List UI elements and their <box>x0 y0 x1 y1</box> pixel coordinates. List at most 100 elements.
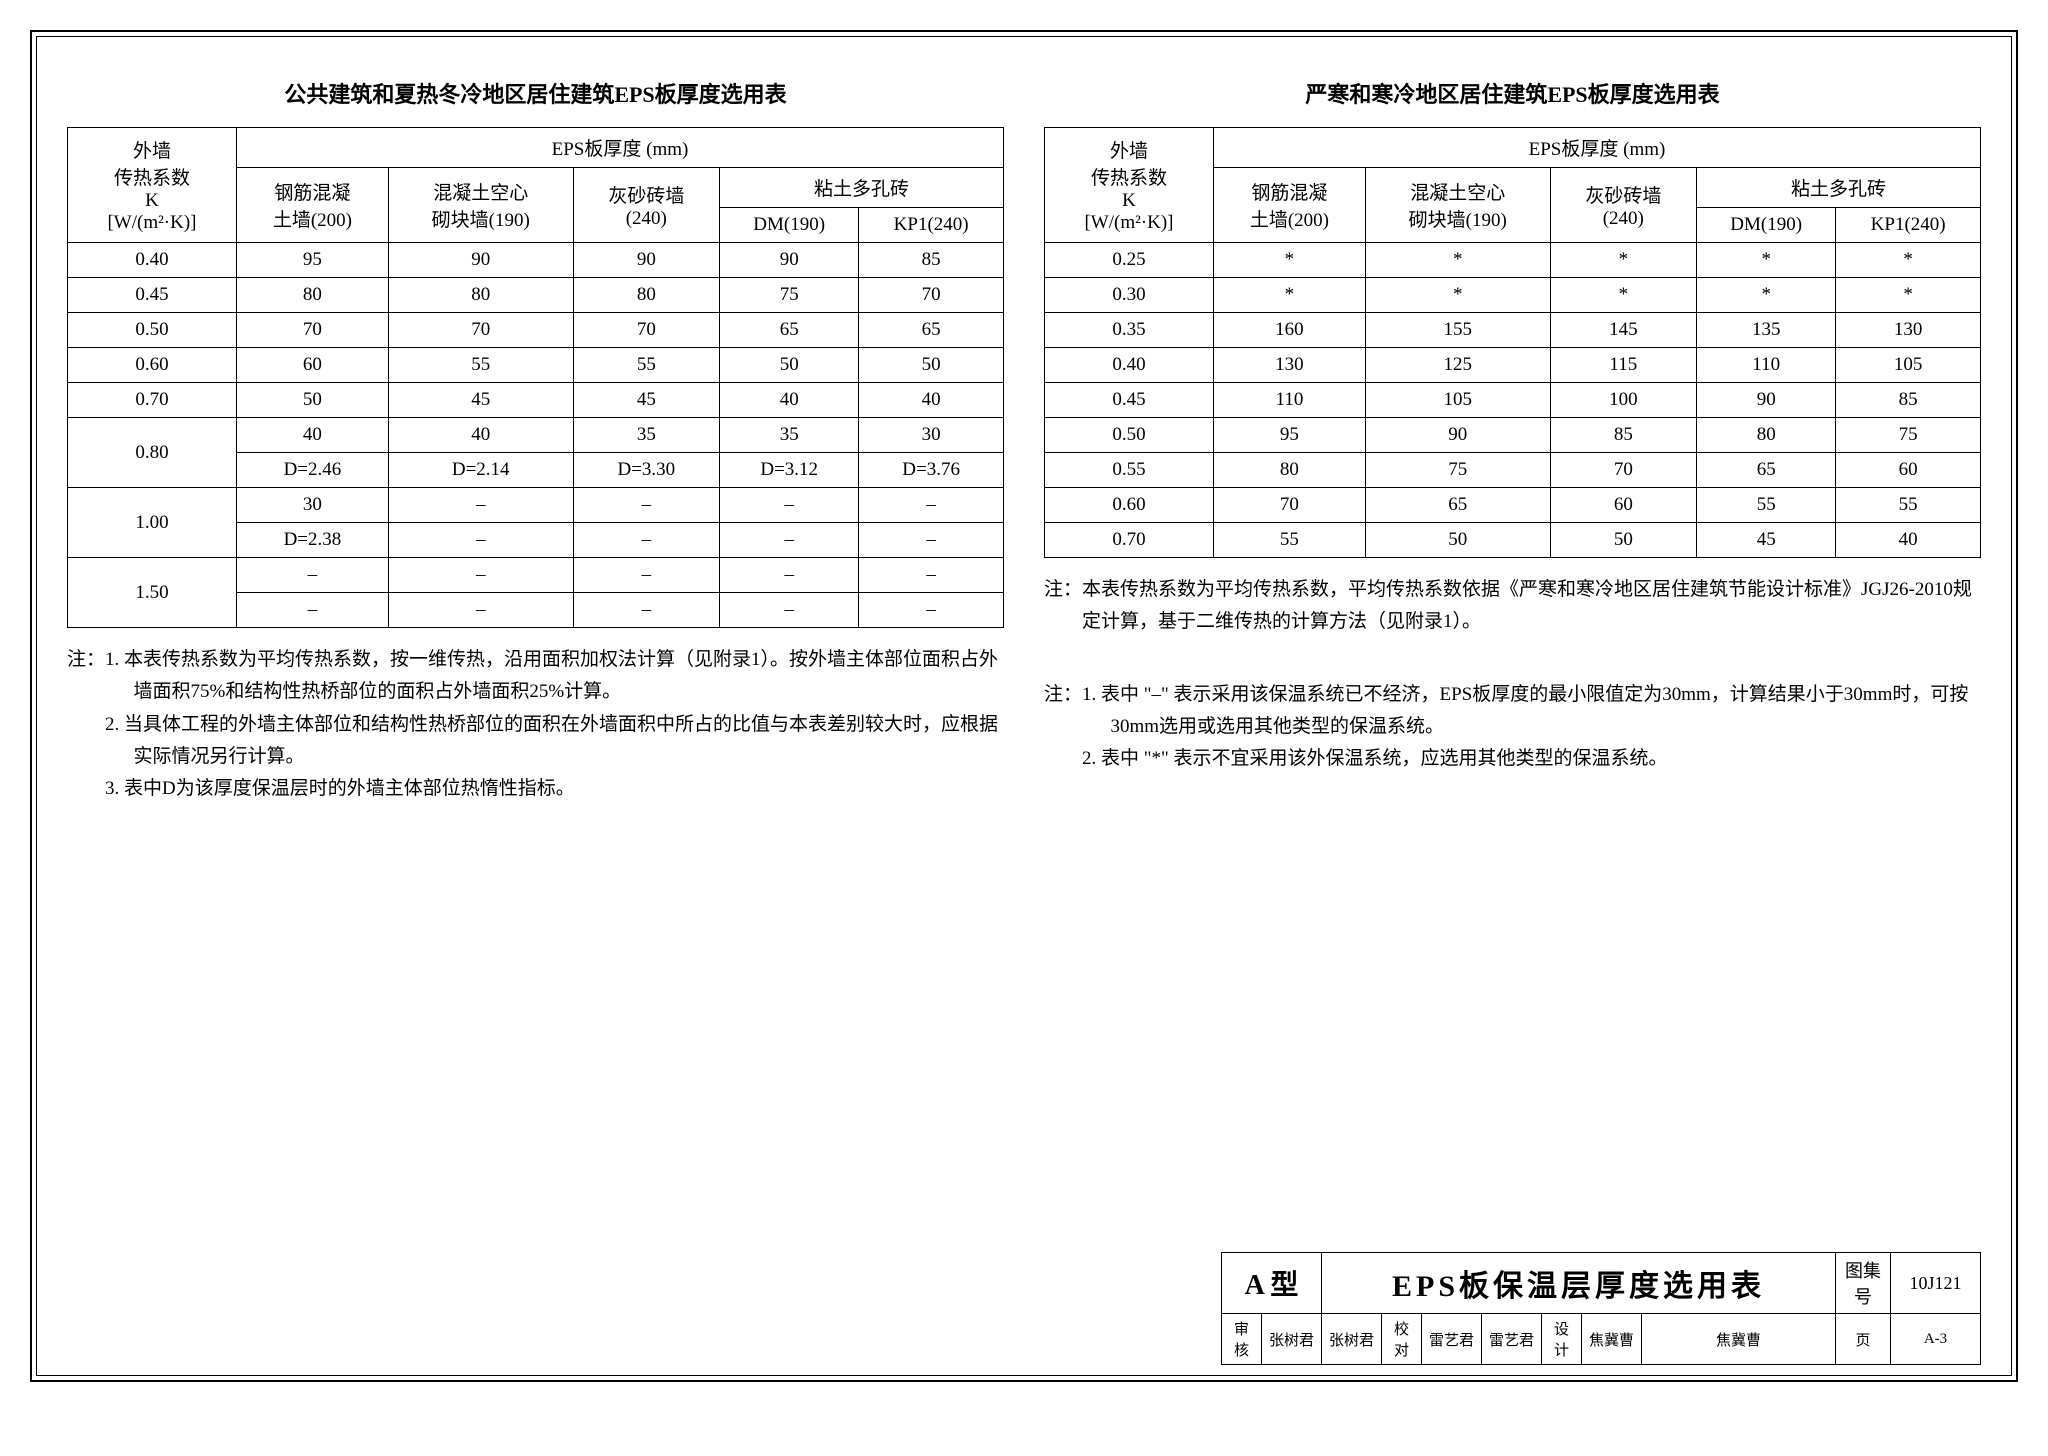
data-cell: 40 <box>1836 523 1981 558</box>
data-cell: D=3.30 <box>573 453 720 488</box>
left-clay-sub1: KP1(240) <box>859 208 1004 243</box>
data-cell: 65 <box>720 313 859 348</box>
data-cell: D=3.76 <box>859 453 1004 488</box>
data-cell: 85 <box>1836 383 1981 418</box>
data-cell: – <box>859 593 1004 628</box>
text: 混凝土空心 <box>1410 183 1505 204</box>
right-table: 外墙 传热系数 K [W/(m²·K)] EPS板厚度 (mm) 钢筋混凝 土墙… <box>1044 127 1981 558</box>
table-row: 0.507070706565 <box>68 313 1004 348</box>
data-cell: 35 <box>720 418 859 453</box>
text: [W/(m²·K)] <box>107 212 196 233</box>
left-table-title: 公共建筑和夏热冬冷地区居住建筑EPS板厚度选用表 <box>67 77 1004 109</box>
text: 传热系数 <box>114 168 190 189</box>
note-item: 注：1. 表中 "–" 表示采用该保温系统已不经济，EPS板厚度的最小限值定为3… <box>1044 679 1981 744</box>
k-cell: 0.35 <box>1045 313 1214 348</box>
table-row: 0.705550504540 <box>1045 523 1981 558</box>
data-cell: 80 <box>388 278 573 313</box>
data-cell: – <box>573 558 720 593</box>
text: 土墙(200) <box>273 210 352 231</box>
data-cell: 90 <box>1697 383 1836 418</box>
data-cell: 55 <box>573 348 720 383</box>
k-cell: 1.00 <box>68 488 237 558</box>
left-tbody: 0.4095909090850.4580808075700.5070707065… <box>68 243 1004 628</box>
right-col1: 混凝土空心 砌块墙(190) <box>1365 168 1550 243</box>
data-cell: * <box>1550 278 1697 313</box>
right-tbody: 0.25*****0.30*****0.351601551451351300.4… <box>1045 243 1981 558</box>
text: 钢筋混凝 <box>1251 183 1327 204</box>
table-row: 0.40130125115110105 <box>1045 348 1981 383</box>
k-cell: 0.80 <box>68 418 237 488</box>
data-cell: – <box>720 523 859 558</box>
data-cell: 50 <box>720 348 859 383</box>
data-cell: * <box>1365 243 1550 278</box>
left-clay-group: 粘土多孔砖 <box>720 168 1004 208</box>
data-cell: * <box>1365 278 1550 313</box>
data-cell: – <box>720 558 859 593</box>
data-cell: – <box>720 488 859 523</box>
main-title: EPS板保温层厚度选用表 <box>1322 1253 1836 1314</box>
left-clay-sub0: DM(190) <box>720 208 859 243</box>
data-cell: 80 <box>1697 418 1836 453</box>
data-cell: 55 <box>1836 488 1981 523</box>
design-label: 设计 <box>1542 1314 1582 1365</box>
data-cell: 40 <box>236 418 388 453</box>
note-item: 3. 表中D为该厚度保温层时的外墙主体部位热惰性指标。 <box>67 773 1004 805</box>
k-cell: 0.30 <box>1045 278 1214 313</box>
data-cell: 80 <box>1213 453 1365 488</box>
data-cell: 40 <box>388 418 573 453</box>
right-clay-group: 粘土多孔砖 <box>1697 168 1981 208</box>
note-item: 注：本表传热系数为平均传热系数，平均传热系数依据《严寒和寒冷地区居住建筑节能设计… <box>1044 574 1981 639</box>
text: 砌块墙(190) <box>432 210 530 231</box>
table-row: 0.30***** <box>1045 278 1981 313</box>
data-cell: – <box>573 488 720 523</box>
data-cell: 65 <box>859 313 1004 348</box>
bottom-notes: 注：1. 表中 "–" 表示采用该保温系统已不经济，EPS板厚度的最小限值定为3… <box>1044 679 1981 776</box>
right-group-head: EPS板厚度 (mm) <box>1213 128 1980 168</box>
table-row: 0.558075706560 <box>1045 453 1981 488</box>
table-row: 0.451101051009085 <box>1045 383 1981 418</box>
left-col1: 混凝土空心 砌块墙(190) <box>388 168 573 243</box>
data-cell: 110 <box>1213 383 1365 418</box>
data-cell: 35 <box>573 418 720 453</box>
data-cell: * <box>1697 243 1836 278</box>
right-column: 严寒和寒冷地区居住建筑EPS板厚度选用表 外墙 传热系数 K [W/(m²·K)… <box>1044 67 1981 805</box>
text: 外墙 <box>1110 141 1148 162</box>
left-col0: 钢筋混凝 土墙(200) <box>236 168 388 243</box>
k-cell: 0.70 <box>1045 523 1214 558</box>
data-cell: – <box>859 488 1004 523</box>
k-cell: 0.50 <box>68 313 237 348</box>
data-cell: * <box>1836 243 1981 278</box>
data-cell: 45 <box>388 383 573 418</box>
data-cell: 110 <box>1697 348 1836 383</box>
data-cell: 70 <box>859 278 1004 313</box>
left-thead: 外墙 传热系数 K [W/(m²·K)] EPS板厚度 (mm) 钢筋混凝 土墙… <box>68 128 1004 243</box>
type-label: A 型 <box>1222 1253 1322 1314</box>
text: (240) <box>626 208 667 229</box>
data-cell: – <box>388 523 573 558</box>
data-cell: 105 <box>1836 348 1981 383</box>
data-cell: 145 <box>1550 313 1697 348</box>
table-row: 1.0030–––– <box>68 488 1004 523</box>
text: 灰砂砖墙 <box>1585 186 1661 207</box>
check-sig: 雷艺君 <box>1482 1314 1542 1365</box>
data-cell: 45 <box>573 383 720 418</box>
k-cell: 0.60 <box>68 348 237 383</box>
data-cell: 135 <box>1697 313 1836 348</box>
right-thead: 外墙 传热系数 K [W/(m²·K)] EPS板厚度 (mm) 钢筋混凝 土墙… <box>1045 128 1981 243</box>
data-cell: 50 <box>1365 523 1550 558</box>
k-cell: 0.60 <box>1045 488 1214 523</box>
data-cell: * <box>1550 243 1697 278</box>
data-cell: 130 <box>1213 348 1365 383</box>
data-cell: 160 <box>1213 313 1365 348</box>
left-column: 公共建筑和夏热冬冷地区居住建筑EPS板厚度选用表 外墙 传热系数 K [W/(m… <box>67 67 1004 805</box>
left-rowhead: 外墙 传热系数 K [W/(m²·K)] <box>68 128 237 243</box>
data-cell: 70 <box>573 313 720 348</box>
table-row: 0.804040353530 <box>68 418 1004 453</box>
data-cell: D=2.46 <box>236 453 388 488</box>
data-cell: D=2.38 <box>236 523 388 558</box>
data-cell: 55 <box>388 348 573 383</box>
left-col2: 灰砂砖墙 (240) <box>573 168 720 243</box>
text: 钢筋混凝 <box>274 183 350 204</box>
review-sig: 张树君 <box>1322 1314 1382 1365</box>
check-name: 雷艺君 <box>1422 1314 1482 1365</box>
